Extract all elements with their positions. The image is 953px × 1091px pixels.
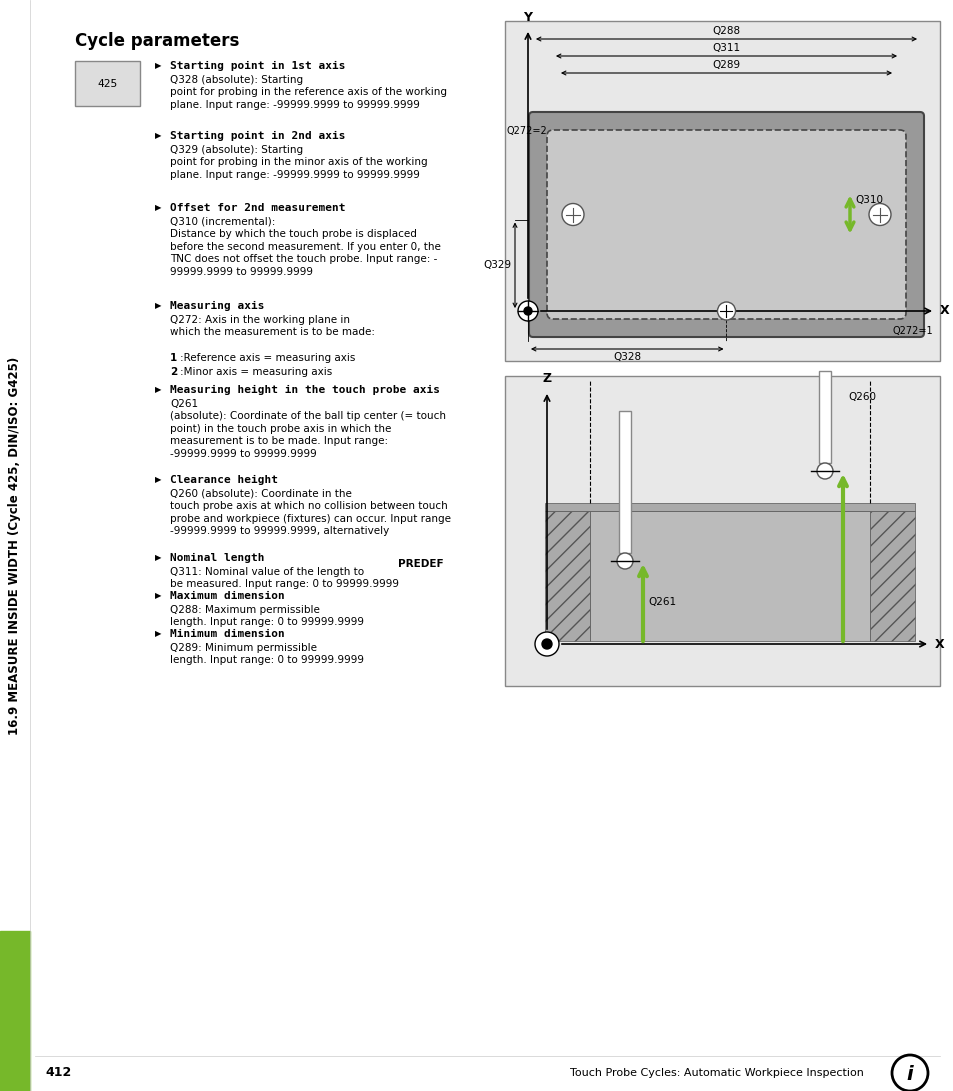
Circle shape — [891, 1055, 927, 1091]
Circle shape — [816, 463, 832, 479]
Text: Q261
(absolute): Coordinate of the ball tip center (= touch
point) in the touch : Q261 (absolute): Coordinate of the ball … — [170, 399, 446, 458]
Circle shape — [868, 204, 890, 226]
Circle shape — [561, 204, 583, 226]
Text: ▶: ▶ — [154, 630, 161, 638]
FancyBboxPatch shape — [546, 130, 905, 319]
Text: 425: 425 — [98, 79, 118, 89]
Text: Q328: Q328 — [613, 352, 640, 362]
Text: Clearance height: Clearance height — [170, 475, 277, 485]
Text: ▶: ▶ — [154, 61, 161, 70]
Text: Q272: Axis in the working plane in
which the measurement is to be made:: Q272: Axis in the working plane in which… — [170, 315, 375, 337]
Text: PREDEF: PREDEF — [397, 559, 443, 570]
Circle shape — [541, 639, 552, 649]
Text: ▶: ▶ — [154, 553, 161, 562]
Text: Q288: Maximum permissible
length. Input range: 0 to 99999.9999: Q288: Maximum permissible length. Input … — [170, 606, 364, 627]
Text: Z: Z — [542, 372, 551, 385]
Text: Cycle parameters: Cycle parameters — [75, 32, 239, 50]
Text: Q329 (absolute): Starting
point for probing in the minor axis of the working
pla: Q329 (absolute): Starting point for prob… — [170, 145, 427, 180]
Bar — [869, 511, 914, 642]
Text: Q288: Q288 — [712, 26, 740, 36]
Text: Q260: Q260 — [847, 393, 875, 403]
Text: 412: 412 — [45, 1067, 71, 1079]
Text: ▶: ▶ — [154, 301, 161, 310]
Text: ▶: ▶ — [154, 131, 161, 140]
Bar — [504, 376, 939, 686]
Text: Q260 (absolute): Coordinate in the
touch probe axis at which no collision betwee: Q260 (absolute): Coordinate in the touch… — [170, 489, 451, 536]
Text: Measuring height in the touch probe axis: Measuring height in the touch probe axis — [170, 385, 439, 395]
Text: ▶: ▶ — [154, 385, 161, 394]
Text: Q261: Q261 — [647, 598, 676, 608]
Text: :Minor axis = measuring axis: :Minor axis = measuring axis — [180, 367, 332, 377]
Bar — [544, 503, 914, 511]
Text: 2: 2 — [170, 367, 177, 377]
Bar — [818, 371, 830, 463]
Text: Starting point in 1st axis: Starting point in 1st axis — [170, 61, 345, 71]
Text: Q310 (incremental):
Distance by which the touch probe is displaced
before the se: Q310 (incremental): Distance by which th… — [170, 217, 440, 277]
Bar — [618, 411, 630, 553]
Text: Measuring axis: Measuring axis — [170, 301, 264, 311]
Bar — [589, 511, 869, 642]
Text: Y: Y — [523, 11, 532, 24]
Text: X: X — [939, 304, 948, 317]
FancyBboxPatch shape — [529, 112, 923, 337]
Text: Q289: Minimum permissible
length. Input range: 0 to 99999.9999: Q289: Minimum permissible length. Input … — [170, 643, 364, 666]
Bar — [504, 21, 939, 361]
Text: Offset for 2nd measurement: Offset for 2nd measurement — [170, 203, 345, 213]
Text: Q310: Q310 — [854, 194, 882, 204]
Text: Q272=1: Q272=1 — [891, 326, 932, 336]
Text: Q289: Q289 — [712, 60, 740, 70]
Circle shape — [517, 301, 537, 321]
Text: Touch Probe Cycles: Automatic Workpiece Inspection: Touch Probe Cycles: Automatic Workpiece … — [569, 1068, 863, 1078]
Circle shape — [617, 553, 633, 570]
Circle shape — [523, 307, 532, 315]
Text: Q272=2: Q272=2 — [506, 125, 547, 136]
Text: Q311: Q311 — [712, 43, 740, 53]
Bar — [75, 61, 140, 106]
Text: Nominal length: Nominal length — [170, 553, 264, 563]
Text: ▶: ▶ — [154, 591, 161, 600]
Text: ▶: ▶ — [154, 475, 161, 484]
Bar — [544, 511, 589, 642]
Circle shape — [717, 302, 735, 320]
Text: Q328 (absolute): Starting
point for probing in the reference axis of the working: Q328 (absolute): Starting point for prob… — [170, 75, 447, 110]
Text: Minimum dimension: Minimum dimension — [170, 630, 284, 639]
Text: Q329: Q329 — [483, 261, 512, 271]
Text: Starting point in 2nd axis: Starting point in 2nd axis — [170, 131, 345, 141]
Circle shape — [535, 632, 558, 656]
Text: 1: 1 — [170, 353, 177, 363]
Text: Q311: Nominal value of the length to
be measured. Input range: 0 to 99999.9999: Q311: Nominal value of the length to be … — [170, 567, 398, 589]
Bar — [0, 931, 30, 1091]
Text: 16.9 MEASURE INSIDE WIDTH (Cycle 425, DIN/ISO: G425): 16.9 MEASURE INSIDE WIDTH (Cycle 425, DI… — [9, 357, 22, 735]
Text: :Reference axis = measuring axis: :Reference axis = measuring axis — [180, 353, 355, 363]
Text: X: X — [934, 637, 943, 650]
Text: i: i — [905, 1066, 912, 1084]
Text: Maximum dimension: Maximum dimension — [170, 591, 284, 601]
Text: ▶: ▶ — [154, 203, 161, 212]
